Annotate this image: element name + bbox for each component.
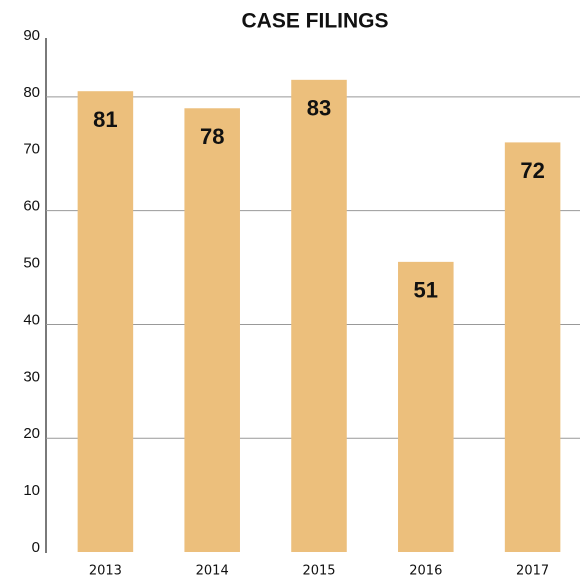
bar (77, 91, 134, 552)
y-tick-label: 40 (23, 311, 40, 328)
x-tick-label: 2016 (409, 564, 442, 579)
x-tick-label: 2014 (196, 564, 229, 579)
y-tick-label: 20 (23, 425, 40, 442)
value-label: 72 (520, 158, 544, 183)
bar (398, 261, 454, 552)
bar (184, 108, 240, 553)
y-tick-label: 10 (23, 482, 40, 499)
y-tick-label: 50 (23, 255, 40, 272)
x-tick-label: 2017 (516, 564, 549, 579)
bar (504, 142, 561, 552)
x-tick-label: 2013 (89, 564, 122, 579)
y-tick-label: 90 (23, 27, 40, 44)
x-tick-label: 2015 (302, 564, 335, 579)
value-label: 51 (414, 278, 438, 303)
y-tick-label: 70 (23, 141, 40, 158)
y-tick-label: 30 (23, 368, 40, 385)
bar (291, 79, 347, 553)
value-label: 81 (93, 107, 117, 132)
y-tick-label: 80 (23, 84, 40, 101)
y-tick-label: 60 (23, 198, 40, 215)
chart-title: CASE FILINGS (241, 10, 388, 33)
y-tick-label: 0 (32, 539, 40, 556)
value-label: 78 (200, 124, 224, 149)
value-label: 83 (307, 96, 331, 121)
